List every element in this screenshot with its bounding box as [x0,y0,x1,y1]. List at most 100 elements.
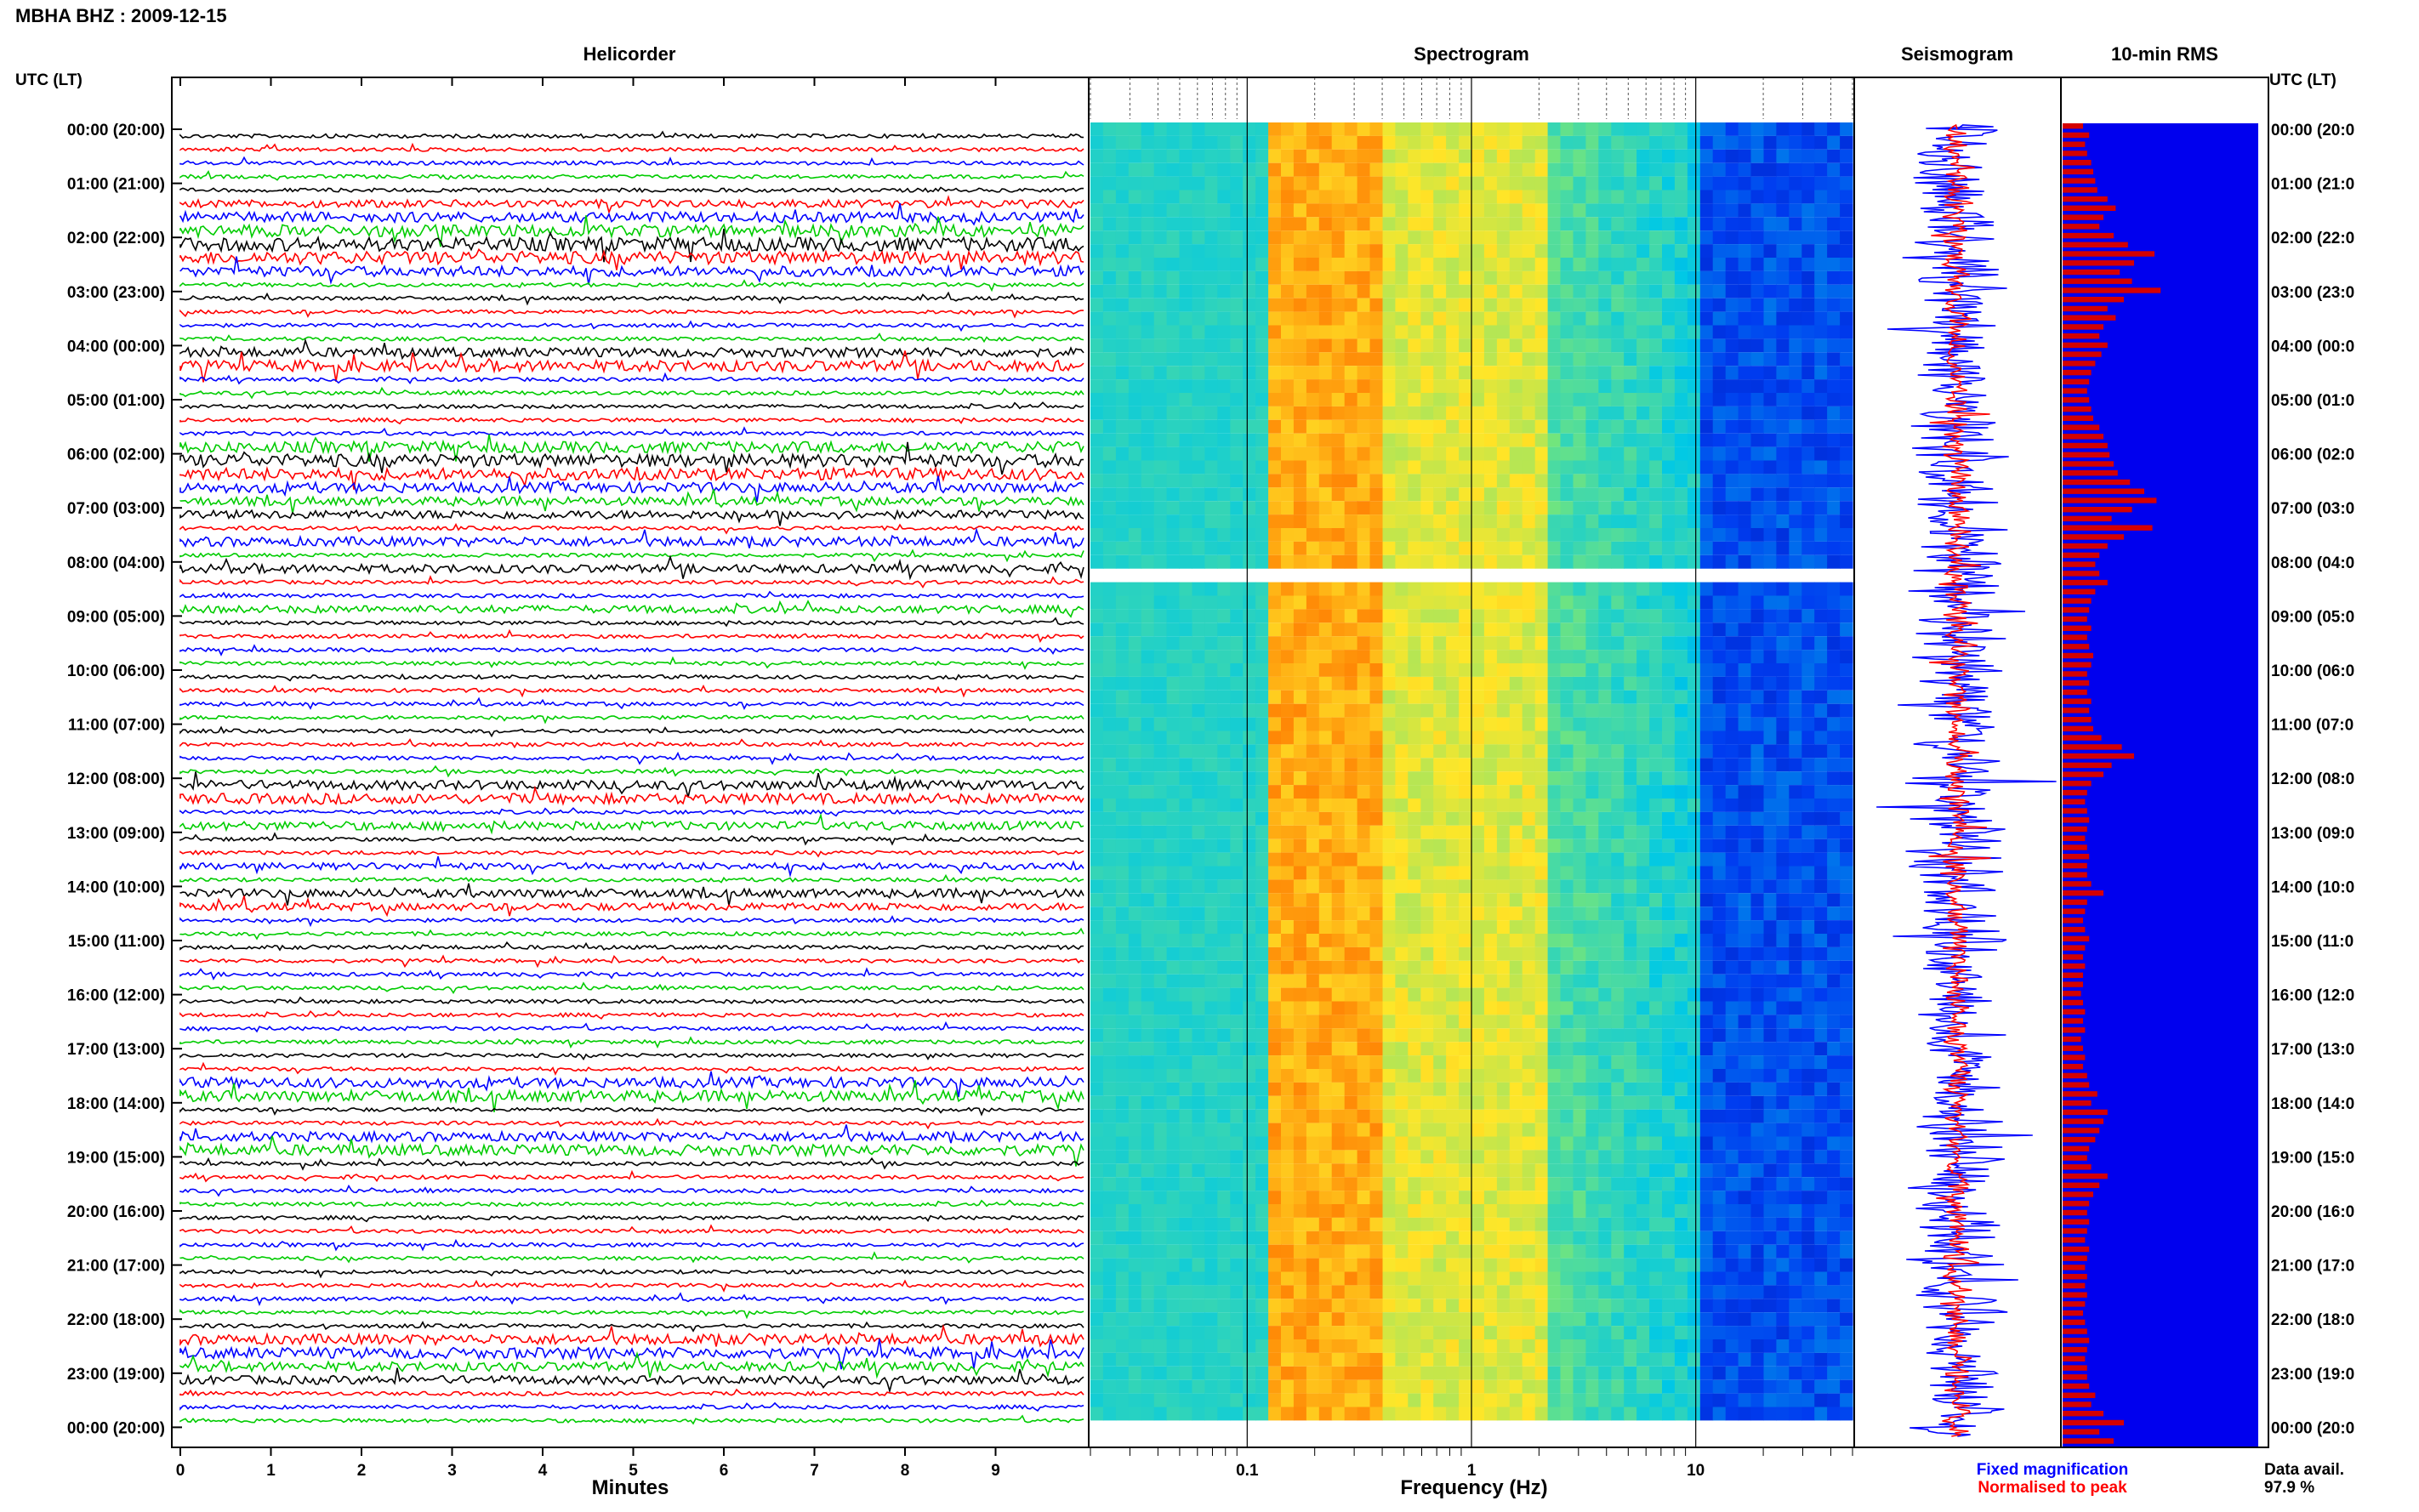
spectrogram-cell [1204,690,1218,704]
spectrogram-cell [1318,852,1333,867]
spectrogram-cell [1750,934,1764,947]
spectrogram-cell [1192,744,1205,759]
spectrogram-cell [1750,771,1764,786]
spectrogram-cell [1636,690,1650,704]
spectrogram-cell [1179,284,1192,298]
spectrogram-cell [1840,284,1853,298]
spectrogram-cell [1840,1177,1853,1191]
spectrogram-cell [1459,217,1472,231]
spectrogram-cell [1789,934,1802,947]
spectrogram-cell [1699,1123,1714,1137]
spectrogram-cell [1369,609,1383,623]
helicorder-trace [179,684,1084,698]
spectrogram-cell [1395,1191,1409,1204]
spectrogram-cell [1725,744,1739,759]
spectrogram-cell [1738,176,1752,190]
spectrogram-cell [1763,582,1777,596]
spectrogram-cell [1725,987,1739,1002]
spectrogram-cell [1395,703,1409,718]
spectrogram-cell [1763,217,1777,231]
spectrogram-cell [1662,514,1676,528]
spectrogram-cell [1420,379,1434,393]
spectrogram-cell [1433,825,1447,839]
spectrogram-cell [1179,446,1192,461]
spectrogram-cell [1408,149,1421,163]
spectrogram-cell [1522,122,1536,136]
spectrogram-cell [1420,1150,1434,1164]
spectrogram-cell [1763,1177,1777,1191]
spectrogram-cell [1840,650,1853,663]
spectrogram-cell [1408,825,1421,839]
spectrogram-cell [1090,311,1104,326]
spectrogram-cell [1369,893,1383,907]
spectrogram-cell [1255,866,1269,880]
spectrogram-cell [1738,1191,1752,1204]
spectrogram-cell [1331,676,1346,691]
spectrogram-cell [1471,176,1485,190]
spectrogram-cell [1115,541,1130,555]
spectrogram-cell [1141,987,1155,1002]
spectrogram-cell [1281,582,1295,596]
spectrogram-cell [1331,1069,1346,1083]
spectrogram-cell [1624,703,1637,718]
spectrogram-cell [1344,1204,1358,1218]
spectrogram-cell [1420,149,1434,163]
spectrogram-cell [1268,135,1282,150]
spectrogram-cell [1776,1204,1790,1218]
spectrogram-cell [1598,838,1612,853]
spectrogram-cell [1471,717,1485,731]
spectrogram-cell [1306,298,1320,312]
spectrogram-cell [1814,311,1828,326]
spectrogram-cell [1750,162,1764,177]
spectrogram-cell [1243,771,1256,786]
spectrogram-cell [1293,825,1307,839]
spectrogram-cell [1255,838,1269,853]
spectrogram-cell [1318,920,1333,934]
spectrogram-cell [1636,960,1650,975]
spectrogram-cell [1750,311,1764,326]
spectrogram-cell [1153,1231,1168,1245]
spectrogram-cell [1547,838,1562,853]
spectrogram-cell [1090,825,1104,839]
spectrogram-cell [1255,582,1269,596]
spectrogram-cell [1674,946,1688,961]
spectrogram-cell [1255,1191,1269,1204]
spectrogram-cell [1395,852,1409,867]
spectrogram-cell [1547,366,1562,380]
spectrogram-cell [1547,217,1562,231]
spectrogram-cell [1102,487,1117,502]
spectrogram-cell [1687,1204,1701,1218]
spectrogram-cell [1496,190,1511,204]
spectrogram-cell [1624,433,1637,447]
spectrogram-cell [1217,393,1231,406]
spectrogram-cell [1255,433,1269,447]
spectrogram-cell [1738,366,1752,380]
spectrogram-cell [1255,1177,1269,1191]
spectrogram-cell [1471,149,1485,163]
spectrogram-cell [1840,258,1853,271]
spectrogram-cell [1331,1231,1346,1245]
spectrogram-cell [1725,338,1739,353]
spectrogram-cell [1331,717,1346,731]
helicorder-trace [179,1106,1084,1117]
spectrogram-cell [1483,866,1498,880]
spectrogram-cell [1687,1123,1701,1137]
spectrogram-cell [1662,1109,1676,1123]
spectrogram-cell [1573,1191,1586,1204]
spectrogram-cell [1738,406,1752,420]
spectrogram-cell [1357,149,1371,163]
spectrogram-cell [1331,406,1346,420]
spectrogram-cell [1344,433,1358,447]
spectrogram-cell [1204,311,1218,326]
helicorder-trace [179,1268,1084,1279]
spectrogram-cell [1090,1001,1104,1015]
spectrogram-cell [1230,879,1244,894]
spectrogram-cell [1192,1082,1205,1096]
spectrogram-cell [1433,1177,1447,1191]
spectrogram-cell [1318,244,1333,258]
spectrogram-cell [1395,771,1409,786]
spectrogram-cell [1166,1082,1181,1096]
spectrogram-cell [1674,758,1688,772]
spectrogram-cell [1166,1069,1181,1083]
spectrogram-cell [1801,554,1815,569]
